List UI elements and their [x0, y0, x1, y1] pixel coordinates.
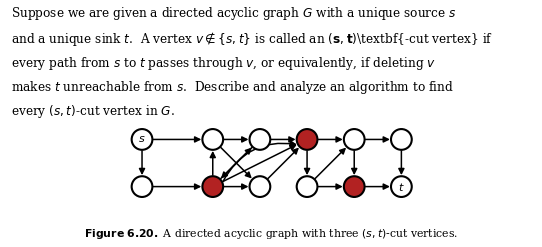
Circle shape — [202, 176, 223, 197]
Circle shape — [296, 129, 318, 150]
Text: $\bf{Figure\ 6.20.}$ A directed acyclic graph with three $(s, t)$-cut vertices.: $\bf{Figure\ 6.20.}$ A directed acyclic … — [84, 227, 458, 241]
Circle shape — [296, 176, 318, 197]
Circle shape — [344, 176, 365, 197]
Circle shape — [249, 176, 270, 197]
Circle shape — [344, 129, 365, 150]
Text: Suppose we are given a directed acyclic graph $G$ with a unique source $s$
and a: Suppose we are given a directed acyclic … — [11, 5, 493, 120]
Circle shape — [132, 129, 152, 150]
Circle shape — [249, 129, 270, 150]
Circle shape — [132, 176, 152, 197]
Circle shape — [391, 176, 412, 197]
Text: $s$: $s$ — [138, 134, 146, 144]
Text: $t$: $t$ — [398, 181, 405, 193]
Circle shape — [202, 129, 223, 150]
Circle shape — [391, 129, 412, 150]
